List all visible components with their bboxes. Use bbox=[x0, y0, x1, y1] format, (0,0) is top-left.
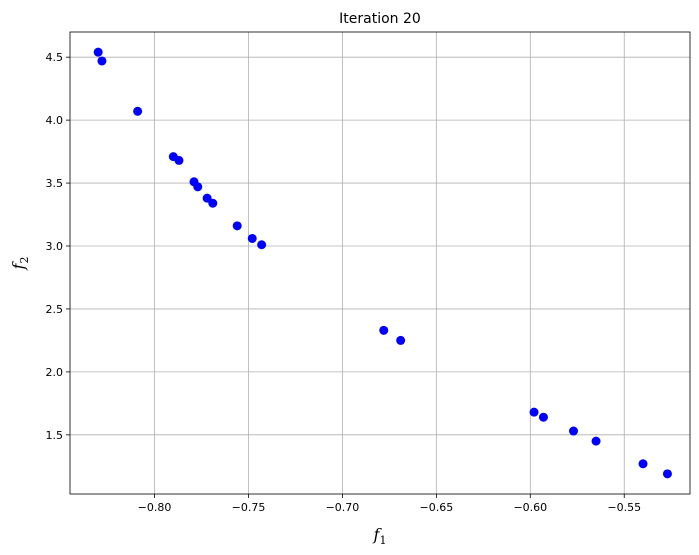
data-point bbox=[662, 469, 672, 479]
x-axis-label: f1 bbox=[373, 525, 387, 547]
y-axis-label-sub: 2 bbox=[18, 257, 31, 264]
y-tick-label: 1.5 bbox=[46, 429, 64, 442]
y-tick-label: 3.5 bbox=[46, 177, 64, 190]
y-tick-label: 4.0 bbox=[46, 114, 64, 127]
data-point bbox=[208, 198, 218, 208]
y-tick-label: 2.0 bbox=[46, 366, 64, 379]
data-point bbox=[638, 459, 648, 469]
grid bbox=[70, 32, 690, 494]
y-tick-label: 3.0 bbox=[46, 240, 64, 253]
data-point bbox=[247, 233, 257, 243]
data-point bbox=[193, 182, 203, 192]
x-tick-label: −0.60 bbox=[513, 501, 547, 514]
y-axis-label: f2 bbox=[9, 257, 31, 271]
data-point bbox=[93, 47, 103, 57]
plot-frame bbox=[69, 31, 691, 495]
data-point bbox=[569, 426, 579, 436]
data-point bbox=[529, 407, 539, 417]
x-axis-label-base: f bbox=[373, 525, 383, 544]
data-point bbox=[538, 412, 548, 422]
x-tick-label: −0.80 bbox=[138, 501, 172, 514]
data-points bbox=[93, 47, 672, 479]
x-tick-label: −0.55 bbox=[607, 501, 641, 514]
data-point bbox=[133, 106, 143, 116]
data-point bbox=[232, 221, 242, 231]
data-point bbox=[591, 436, 601, 446]
y-tick-label: 2.5 bbox=[46, 303, 64, 316]
data-point bbox=[174, 155, 184, 165]
data-point bbox=[396, 335, 406, 345]
x-tick-label: −0.65 bbox=[420, 501, 454, 514]
x-tick-label: −0.70 bbox=[326, 501, 360, 514]
data-point bbox=[379, 325, 389, 335]
axis-ticks: −0.80 −0.75 −0.70 −0.65 −0.60 −0.55 1.5 2.0 2.5 3… bbox=[46, 51, 642, 514]
data-point bbox=[257, 240, 267, 250]
x-axis-label-sub: 1 bbox=[379, 534, 386, 547]
y-tick-label: 4.5 bbox=[46, 51, 64, 64]
y-axis-label-base: f bbox=[9, 260, 28, 270]
chart-title: Iteration 20 bbox=[339, 11, 421, 27]
x-tick-label: −0.75 bbox=[232, 501, 266, 514]
data-point bbox=[97, 56, 107, 66]
